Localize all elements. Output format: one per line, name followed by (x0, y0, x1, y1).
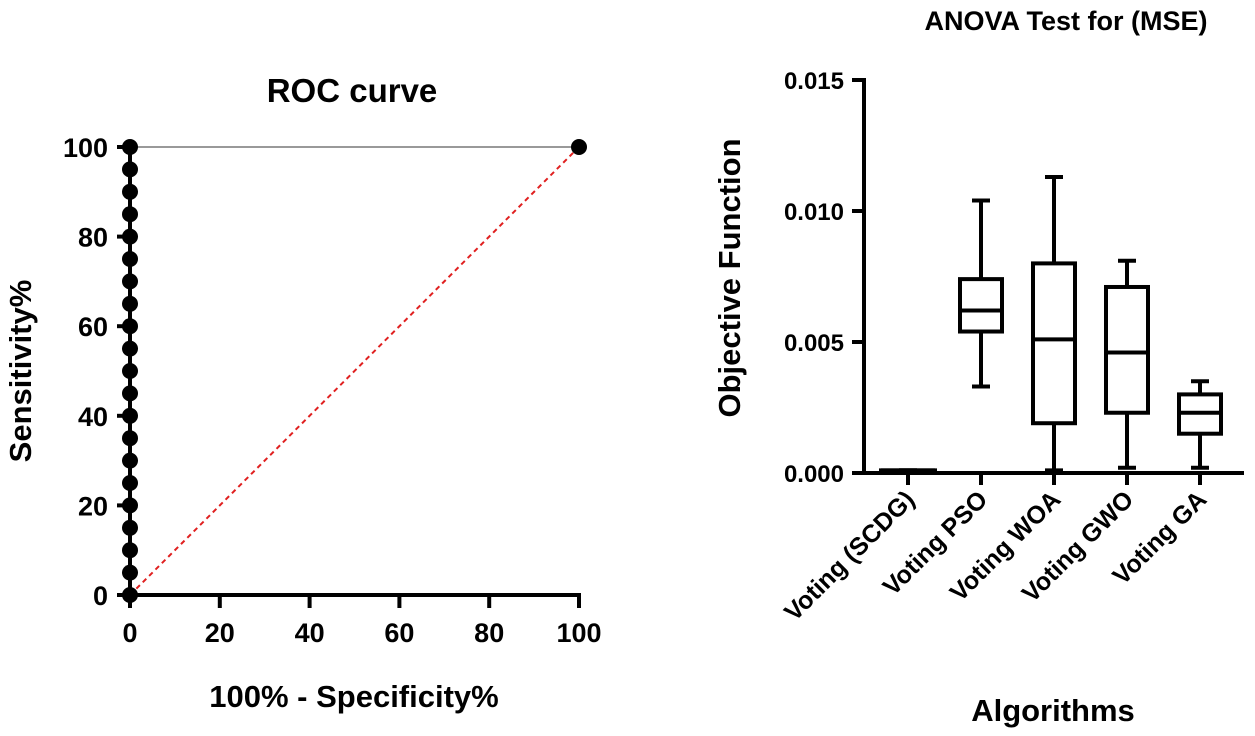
roc-title: ROC curve (267, 72, 438, 109)
anova-xlabel: Algorithms (971, 693, 1135, 728)
box-plot-3 (1031, 174, 1077, 473)
roc-x-tick-label: 80 (474, 618, 504, 648)
anova-title: ANOVA Test for (MSE) (925, 6, 1208, 36)
roc-x-tick-label: 0 (122, 618, 137, 648)
anova-box-chart: ANOVA Test for (MSE) 0.000 0.005 0.010 0.01… (712, 6, 1244, 728)
box-iqr (1031, 261, 1077, 426)
roc-y-tick-label: 80 (78, 223, 108, 253)
roc-chart: ROC curve 0 20 40 60 80 100 0 20 40 60 80 100 100% … (3, 72, 602, 714)
anova-y-tick-label: 0.005 (784, 330, 844, 357)
roc-x-tick-label: 100 (556, 618, 601, 648)
anova-y-tick-label: 0.015 (784, 68, 844, 95)
box-plot-4 (1104, 258, 1150, 470)
box-iqr (1104, 284, 1150, 415)
box-plot-5 (1177, 379, 1223, 470)
roc-x-tick-label: 20 (205, 618, 235, 648)
roc-y-tick-label: 100 (63, 133, 108, 163)
roc-ylabel: Sensitivity% (3, 280, 38, 463)
anova-y-tick-label: 0.000 (784, 461, 844, 488)
box-iqr (958, 277, 1004, 334)
anova-ylabel: Objective Function (712, 138, 747, 417)
roc-reference-diagonal (129, 146, 580, 596)
anova-category-label: Voting (SCDG) (779, 485, 920, 626)
box-plot-2 (958, 198, 1004, 389)
roc-xlabel: 100% - Specificity% (209, 679, 498, 714)
roc-y-tick-label: 20 (78, 491, 108, 521)
roc-x-tick-label: 40 (295, 618, 325, 648)
roc-x-tick-label: 60 (384, 618, 414, 648)
box-plot-1 (879, 468, 937, 474)
roc-y-tick-label: 0 (93, 581, 108, 611)
anova-y-tick-label: 0.010 (784, 199, 844, 226)
roc-point (571, 139, 587, 155)
roc-y-tick-label: 60 (78, 312, 108, 342)
roc-y-tick-label: 40 (78, 402, 108, 432)
